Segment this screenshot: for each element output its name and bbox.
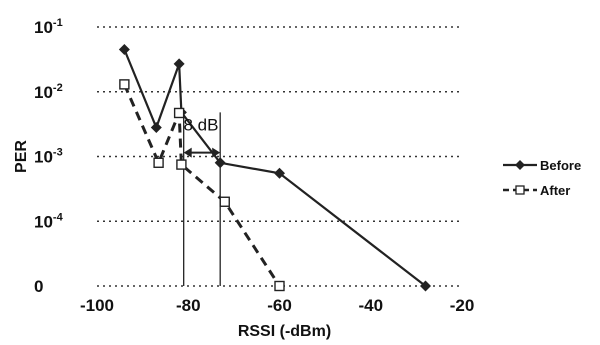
y-tick-label: 0 bbox=[34, 277, 43, 296]
data-point-before bbox=[173, 58, 185, 70]
x-tick-label: -100 bbox=[80, 296, 114, 315]
x-tick-labels: -100 -80 -60 -40 -20 bbox=[80, 296, 474, 315]
series-line-after bbox=[123, 83, 281, 287]
legend-marker bbox=[515, 185, 525, 195]
data-point-after bbox=[153, 157, 164, 168]
y-tick-label: 10-3 bbox=[34, 147, 63, 167]
legend-label-before: Before bbox=[540, 158, 581, 173]
x-tick-label: -80 bbox=[176, 296, 201, 315]
data-point-before bbox=[118, 43, 130, 55]
annotation-group: 8 dB bbox=[183, 116, 221, 158]
data-point-before bbox=[214, 157, 226, 169]
data-point-before bbox=[420, 280, 431, 292]
x-tick-label: -20 bbox=[450, 296, 475, 315]
arrow-head-right bbox=[212, 147, 221, 158]
y-tick-label: 10-1 bbox=[34, 17, 63, 37]
data-point-before bbox=[150, 122, 162, 134]
data-point-after bbox=[173, 107, 185, 119]
legend-label-after: After bbox=[540, 183, 570, 198]
arrow-head-left bbox=[183, 147, 192, 158]
grid bbox=[97, 26, 462, 287]
data-point-after bbox=[176, 159, 187, 170]
y-tick-labels: 0 10-4 10-3 10-2 10-1 bbox=[34, 17, 64, 296]
x-tick-label: -60 bbox=[267, 296, 292, 315]
annotation-label: 8 dB bbox=[183, 116, 218, 135]
data-point-after bbox=[274, 280, 285, 292]
data-point-after bbox=[219, 196, 230, 207]
legend-marker bbox=[515, 160, 525, 170]
data-point-after bbox=[119, 79, 130, 90]
x-tick-label: -40 bbox=[358, 296, 383, 315]
legend: Before After bbox=[503, 158, 581, 198]
x-axis-label: RSSI (-dBm) bbox=[238, 323, 331, 340]
y-axis-label: PER bbox=[13, 140, 30, 173]
series-group bbox=[118, 43, 431, 292]
data-point-before bbox=[274, 167, 285, 179]
y-tick-label: 10-4 bbox=[34, 211, 64, 231]
series-line-before bbox=[123, 49, 427, 287]
y-tick-label: 10-2 bbox=[34, 82, 63, 102]
